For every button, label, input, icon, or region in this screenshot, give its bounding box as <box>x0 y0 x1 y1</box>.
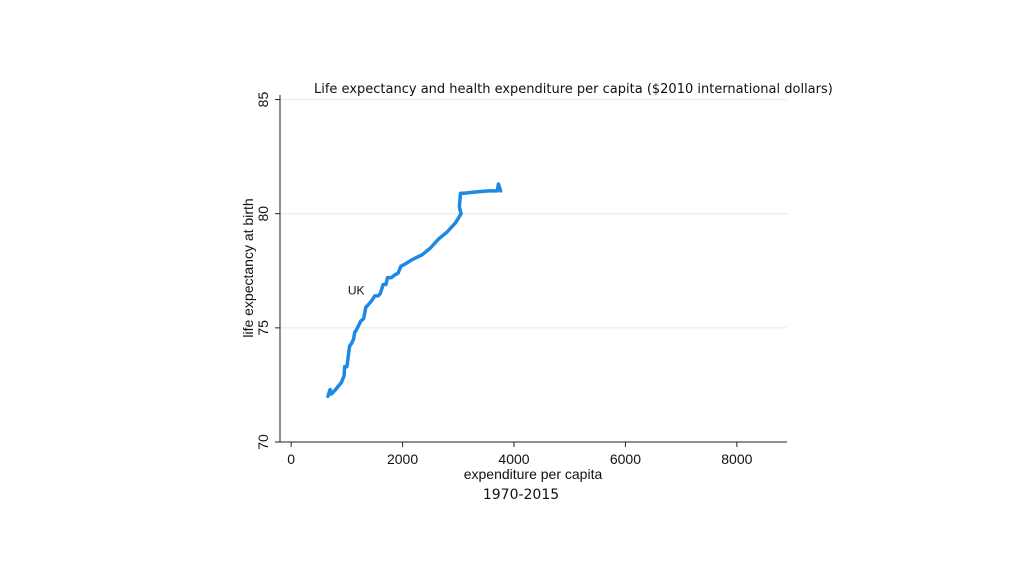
y-tick-label: 80 <box>255 206 271 222</box>
x-axis-ticks: 0 2000 4000 6000 8000 <box>287 442 753 467</box>
x-tick-label: 0 <box>287 451 295 467</box>
y-tick-label: 70 <box>255 434 271 450</box>
x-tick-label: 4000 <box>498 451 529 467</box>
x-tick-label: 6000 <box>610 451 641 467</box>
series-line-uk <box>326 182 503 399</box>
series-label-uk: UK <box>348 283 365 297</box>
chart-title: Life expectancy and health expenditure p… <box>314 82 833 97</box>
y-tick-label: 85 <box>255 92 271 108</box>
x-axis-title: expenditure per capita <box>464 466 603 482</box>
x-tick-label: 2000 <box>387 451 418 467</box>
series-layer: UK <box>326 182 503 399</box>
gridlines <box>280 99 787 443</box>
period-note: 1970-2015 <box>483 487 559 503</box>
y-tick-label: 75 <box>255 320 271 336</box>
y-axis-ticks: 70 75 80 85 <box>255 92 280 450</box>
x-tick-label: 8000 <box>721 451 752 467</box>
y-axis-title: life expectancy at birth <box>240 198 256 337</box>
